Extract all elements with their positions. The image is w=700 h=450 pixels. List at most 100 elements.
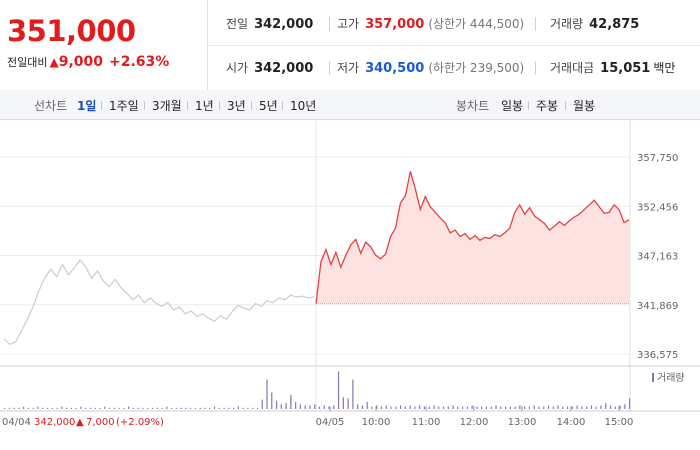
y-axis-labels: 357,750 352,456 347,163 341,869 336,575 (637, 153, 678, 361)
volume-bar (476, 406, 478, 409)
divider (565, 101, 566, 110)
volume-bar (586, 406, 588, 409)
volume-bar (519, 405, 521, 409)
volume-bar (156, 407, 158, 409)
volume-bar (299, 404, 302, 409)
volume-bar (538, 406, 540, 409)
volume-bar (113, 407, 115, 409)
volume-bar (600, 405, 602, 409)
volume-bar (237, 406, 239, 409)
tab-1-year[interactable]: 1년 (195, 99, 214, 113)
volume-bar (80, 406, 82, 409)
up-arrow-icon: ▲ (49, 55, 59, 69)
x-tick-label: 14:00 (557, 417, 586, 428)
quote-panel: 351,000 전일대비 ▲9,000 +2.63% 전일 342,000 고가 357… (0, 0, 700, 91)
volume-bar (51, 407, 53, 409)
volume-bar (137, 407, 139, 409)
up-arrow-icon: ▲ (76, 417, 84, 428)
divider (535, 17, 536, 31)
volume-bar (166, 406, 168, 409)
volume-bar (194, 407, 197, 409)
tab-3-months[interactable]: 3개월 (152, 99, 182, 113)
volume-bar (23, 406, 25, 409)
stat-trade-amount: 거래대금 15,051 백만 (550, 59, 675, 76)
volume-bar (209, 407, 211, 409)
x-tick-label: 12:00 (460, 417, 489, 428)
volume-bar (37, 406, 39, 409)
tab-10-years[interactable]: 10년 (290, 99, 317, 113)
volume-bar (4, 407, 6, 409)
divider (282, 101, 283, 110)
volume-bar (228, 407, 230, 409)
volume-bar (557, 405, 559, 409)
volume-bar (409, 405, 411, 409)
tab-daily-candle[interactable]: 일봉 (501, 99, 524, 113)
tab-1-day[interactable]: 1일 (77, 99, 97, 113)
volume-legend-label: 거래량 (657, 372, 685, 384)
stat-value: 342,000 (254, 17, 314, 32)
volume-bar (419, 405, 421, 409)
x-tick-label: 04/05 (316, 417, 345, 428)
stat-high: 고가 357,000 (상한가 444,500) (337, 15, 524, 32)
tab-weekly-candle[interactable]: 주봉 (536, 99, 559, 113)
volume-bar (27, 407, 30, 409)
volume-bar (128, 406, 130, 409)
volume-bar (204, 407, 206, 409)
volume-bar (75, 407, 77, 409)
volume-bar (89, 407, 92, 409)
volume-bar (185, 407, 187, 409)
prev-day-line (3, 258, 315, 346)
price-chart[interactable]: 357,750 352,456 347,163 341,869 336,575 04/0… (0, 120, 700, 450)
y-tick-label: 347,163 (637, 252, 678, 263)
volume-bar (471, 405, 473, 409)
tab-5-years[interactable]: 5년 (259, 99, 278, 113)
stat-label: 시가 (226, 61, 249, 75)
divider (251, 101, 252, 110)
volume-bar (275, 400, 278, 409)
volume-bar (581, 406, 583, 409)
tab-3-years[interactable]: 3년 (227, 99, 246, 113)
stat-label: 고가 (337, 17, 360, 31)
prev-day-change-pct: (+2.09%) (116, 417, 164, 428)
volume-bar (56, 407, 58, 409)
volume-bar (552, 406, 554, 409)
volume-bar (452, 405, 454, 409)
volume-bar (190, 407, 192, 409)
volume-bar (547, 405, 550, 409)
volume-bar (70, 407, 72, 409)
volume-bar (132, 407, 135, 409)
volume-bar (447, 406, 449, 409)
current-price: 351,000 (7, 14, 136, 48)
candle-chart-label: 봉차트 (456, 99, 490, 113)
tab-1-week[interactable]: 1주일 (109, 99, 139, 113)
y-tick-label: 352,456 (637, 202, 678, 213)
divider (528, 101, 529, 110)
volume-bar (433, 405, 435, 409)
volume-bar (266, 379, 268, 409)
volume-bar (347, 398, 349, 409)
chart-grid (0, 120, 700, 412)
volume-bar (180, 407, 182, 409)
volume-bar (66, 407, 68, 409)
divider (535, 61, 536, 75)
stat-low: 저가 340,500 (하한가 239,500) (337, 59, 524, 76)
volume-bar (566, 406, 569, 409)
volume-bar (352, 379, 354, 409)
x-tick-label: 15:00 (605, 417, 634, 428)
volume-bar (337, 371, 340, 409)
volume-bar (629, 398, 631, 409)
stat-open: 시가 342,000 (226, 59, 313, 76)
volume-bar (524, 406, 526, 409)
volume-bar (590, 405, 593, 409)
volume-bar (247, 407, 249, 409)
volume-bar (457, 406, 459, 409)
volume-bar (175, 407, 177, 409)
volume-bar (295, 401, 297, 409)
stat-label: 저가 (337, 61, 360, 75)
volume-bar (252, 407, 254, 409)
prev-day-info: 04/04 342,000 ▲ 7,000 (+2.09%) (2, 417, 164, 428)
volume-bar (466, 406, 468, 409)
tab-monthly-candle[interactable]: 월봉 (573, 99, 596, 113)
stat-volume: 거래량 42,875 (550, 15, 639, 32)
volume-bar (404, 406, 406, 409)
